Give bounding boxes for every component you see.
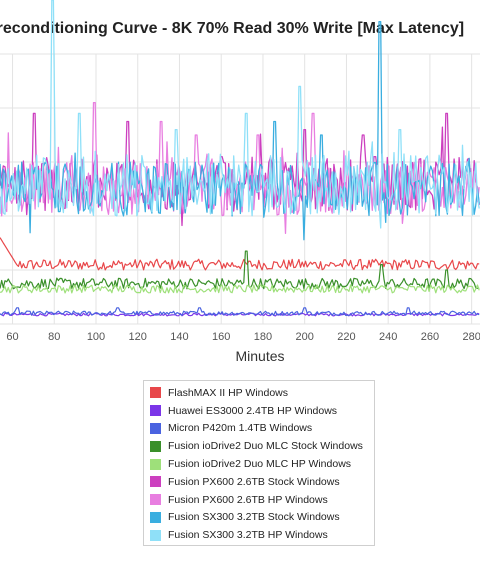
series-line-8 bbox=[0, 0, 480, 229]
legend-swatch bbox=[150, 422, 161, 434]
legend-label: Huawei ES3000 2.4TB HP Windows bbox=[168, 404, 338, 417]
legend-label: FlashMAX II HP Windows bbox=[168, 386, 289, 399]
x-tick-labels: 60 80 100 120 140 160 180 200 220 240 260 280 bbox=[6, 331, 480, 343]
series-line-2 bbox=[0, 307, 480, 316]
x-tick-label: 100 bbox=[87, 331, 105, 343]
x-tick-label: 240 bbox=[379, 331, 397, 343]
legend-swatch bbox=[150, 476, 161, 488]
legend-label: Fusion SX300 3.2TB HP Windows bbox=[168, 529, 328, 542]
legend-label: Fusion PX600 2.6TB Stock Windows bbox=[168, 475, 340, 488]
legend-label: Micron P420m 1.4TB Windows bbox=[168, 422, 313, 435]
legend-swatch bbox=[150, 458, 161, 470]
x-tick-label: 140 bbox=[170, 331, 188, 343]
series-line-7 bbox=[0, 20, 480, 241]
legend-swatch bbox=[150, 405, 161, 417]
legend-swatch bbox=[150, 440, 161, 452]
legend: FlashMAX II HP Windows Huawei ES3000 2.4T… bbox=[143, 380, 375, 546]
legend-item[interactable]: Fusion ioDrive2 Duo MLC Stock Windows bbox=[150, 437, 374, 455]
legend-label: Fusion ioDrive2 Duo MLC Stock Windows bbox=[168, 440, 363, 453]
legend-swatch bbox=[150, 511, 161, 523]
x-tick-label: 260 bbox=[421, 331, 439, 343]
series-line-4 bbox=[0, 284, 480, 294]
series-line-6 bbox=[0, 101, 480, 234]
legend-swatch bbox=[150, 529, 161, 541]
legend-item[interactable]: Micron P420m 1.4TB Windows bbox=[150, 420, 374, 438]
legend-swatch bbox=[150, 387, 161, 399]
x-axis-title: Minutes bbox=[235, 348, 285, 364]
legend-item[interactable]: Huawei ES3000 2.4TB HP Windows bbox=[150, 402, 374, 420]
x-tick-label: 220 bbox=[337, 331, 355, 343]
x-tick-label: 180 bbox=[254, 331, 272, 343]
legend-label: Fusion ioDrive2 Duo MLC HP Windows bbox=[168, 458, 352, 471]
legend-item[interactable]: Fusion SX300 3.2TB Stock Windows bbox=[150, 509, 374, 527]
x-tick-label: 160 bbox=[212, 331, 230, 343]
series-line-0 bbox=[0, 237, 480, 271]
legend-item[interactable]: Fusion SX300 3.2TB HP Windows bbox=[150, 526, 374, 544]
x-tick-label: 280 bbox=[462, 331, 480, 343]
legend-item[interactable]: Fusion PX600 2.6TB Stock Windows bbox=[150, 473, 374, 491]
legend-swatch bbox=[150, 494, 161, 506]
legend-label: Fusion SX300 3.2TB Stock Windows bbox=[168, 511, 340, 524]
series-lines bbox=[0, 0, 480, 317]
legend-item[interactable]: Fusion ioDrive2 Duo MLC HP Windows bbox=[150, 455, 374, 473]
x-tick-label: 200 bbox=[296, 331, 314, 343]
legend-label: Fusion PX600 2.6TB HP Windows bbox=[168, 493, 328, 506]
x-tick-label: 60 bbox=[6, 331, 18, 343]
legend-item[interactable]: FlashMAX II HP Windows bbox=[150, 384, 374, 402]
legend-item[interactable]: Fusion PX600 2.6TB HP Windows bbox=[150, 491, 374, 509]
x-tick-label: 120 bbox=[129, 331, 147, 343]
x-tick-label: 80 bbox=[48, 331, 60, 343]
series-line-3 bbox=[0, 250, 480, 290]
chart-title-text: Preconditioning Curve - 8K 70% Read 30% … bbox=[0, 20, 465, 37]
